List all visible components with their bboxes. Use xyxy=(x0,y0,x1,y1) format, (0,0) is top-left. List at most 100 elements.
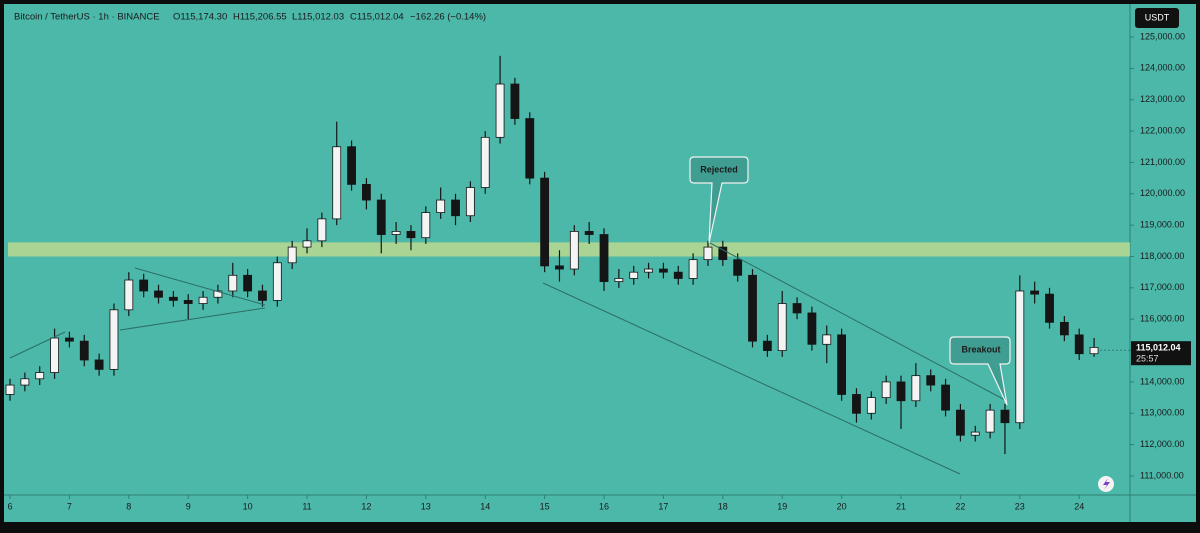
x-tick-label: 19 xyxy=(777,501,787,511)
candle-body xyxy=(79,340,89,361)
last-price-label: 115,012.04 xyxy=(1136,343,1181,353)
candle-body xyxy=(5,384,15,395)
candle-body xyxy=(198,296,208,304)
x-tick-label: 18 xyxy=(718,501,728,511)
candle-body xyxy=(213,290,223,298)
candle-body xyxy=(792,303,802,314)
candle-body xyxy=(1000,409,1010,424)
candle-body xyxy=(317,218,327,242)
candle-body xyxy=(807,312,817,345)
y-tick-label: 121,000.00 xyxy=(1140,157,1185,167)
x-tick-label: 10 xyxy=(243,501,253,511)
candle-body xyxy=(614,278,624,282)
candle-body xyxy=(436,199,446,213)
y-tick-label: 111,000.00 xyxy=(1140,470,1184,480)
candle-body xyxy=(109,309,119,370)
candle-body xyxy=(168,296,178,301)
resistance-zone xyxy=(8,242,1130,257)
y-tick-label: 124,000.00 xyxy=(1140,63,1185,73)
ohlc-low: L115,012.03 xyxy=(292,12,344,23)
y-tick-label: 120,000.00 xyxy=(1140,188,1185,198)
candle-body xyxy=(718,246,728,261)
candle-body xyxy=(391,231,401,235)
currency-box xyxy=(1135,8,1179,28)
candle-body xyxy=(584,231,594,235)
y-tick-label: 113,000.00 xyxy=(1140,408,1184,418)
candle-body xyxy=(733,259,743,276)
candle-body xyxy=(837,334,847,395)
candle-body xyxy=(272,262,282,301)
trend-line xyxy=(119,307,266,331)
candle-body xyxy=(451,199,460,217)
annotation-text: Breakout xyxy=(961,344,1000,354)
ohlc-open: O115,174.30 xyxy=(173,12,227,23)
candle-body xyxy=(376,199,386,235)
candle-body xyxy=(1045,293,1054,323)
candle-body xyxy=(881,381,891,399)
candle-body xyxy=(35,372,45,380)
candle-body xyxy=(243,274,253,292)
candle-body xyxy=(985,409,995,433)
y-tick-label: 116,000.00 xyxy=(1140,314,1184,324)
symbol: Bitcoin / TetherUS · 1h · BINANCE xyxy=(14,12,160,23)
candle-body xyxy=(866,397,876,414)
y-tick-label: 125,000.00 xyxy=(1140,31,1185,41)
candle-body xyxy=(555,265,564,270)
trend-lines xyxy=(9,242,1006,475)
trend-line xyxy=(9,331,66,359)
candle-body xyxy=(65,337,74,342)
candle-body xyxy=(302,240,312,248)
candle-body xyxy=(852,394,861,414)
x-tick-label: 13 xyxy=(421,501,431,511)
candle-body xyxy=(495,83,505,138)
candle-body xyxy=(124,279,134,311)
x-tick-label: 16 xyxy=(599,501,609,511)
candle-body xyxy=(347,146,356,185)
candle-body xyxy=(688,259,698,279)
x-tick-label: 20 xyxy=(837,501,847,511)
y-tick-label: 117,000.00 xyxy=(1140,282,1184,292)
candle-body xyxy=(569,231,579,270)
candle-body xyxy=(748,274,757,342)
candle-body xyxy=(1015,290,1025,424)
last-price-box xyxy=(1131,341,1191,366)
candle-body xyxy=(510,83,520,119)
x-tick-label: 6 xyxy=(8,501,13,511)
trend-line xyxy=(134,267,266,306)
y-tick-label: 114,000.00 xyxy=(1140,376,1184,386)
candle-body xyxy=(406,231,416,239)
y-tick-label: 123,000.00 xyxy=(1140,94,1185,104)
x-tick-label: 12 xyxy=(361,501,371,511)
x-tick-label: 11 xyxy=(302,501,311,511)
ohlc-high: H115,206.55 xyxy=(233,12,287,23)
candle-body xyxy=(896,381,906,402)
annotation-breakout: Breakout xyxy=(949,336,1011,406)
y-tick-label: 122,000.00 xyxy=(1140,125,1185,135)
candle-body xyxy=(777,303,787,351)
candle-body xyxy=(1089,347,1099,355)
y-tick-label: 118,000.00 xyxy=(1140,251,1184,261)
candle-body xyxy=(599,234,609,282)
x-tick-label: 23 xyxy=(1015,501,1025,511)
candle-body xyxy=(421,212,431,239)
candle-body xyxy=(228,274,238,292)
candle-body xyxy=(183,299,193,304)
trend-line xyxy=(709,242,1006,401)
x-tick-label: 7 xyxy=(67,501,72,511)
candle-body xyxy=(956,409,965,436)
candle-body xyxy=(970,431,980,436)
candle-body xyxy=(94,359,104,370)
candle-body xyxy=(540,177,550,267)
candle-body xyxy=(659,268,668,273)
candle-body xyxy=(762,340,772,351)
candle-body xyxy=(941,384,950,411)
countdown: 25:57 xyxy=(1136,354,1159,364)
annotation-text: Rejected xyxy=(700,164,738,174)
y-tick-label: 112,000.00 xyxy=(1140,439,1184,449)
ohlc-close: C115,012.04 xyxy=(350,12,404,23)
x-tick-label: 9 xyxy=(186,501,191,511)
candle-body xyxy=(465,187,475,217)
x-tick-label: 21 xyxy=(896,501,906,511)
x-tick-label: 22 xyxy=(955,501,965,511)
